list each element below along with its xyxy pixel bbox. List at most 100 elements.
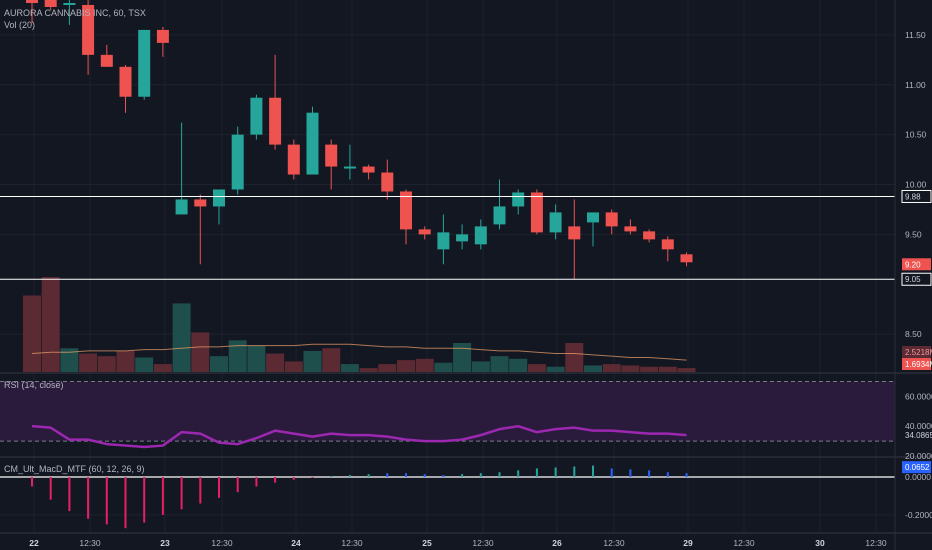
macd-bar xyxy=(218,476,220,498)
time-tick-label: 23 xyxy=(160,538,170,548)
candle[interactable] xyxy=(250,97,263,135)
macd-bar xyxy=(592,465,594,477)
horizontal-lines[interactable] xyxy=(0,195,895,280)
candle[interactable] xyxy=(213,189,225,207)
macd-bar xyxy=(124,476,127,529)
candle[interactable] xyxy=(549,212,562,233)
price-tick-label: 11.50 xyxy=(905,30,926,40)
candle[interactable] xyxy=(306,112,319,175)
macd-legend[interactable]: CM_Ult_MacD_MTF (60, 12, 26, 9) xyxy=(4,464,145,474)
volume-ma-tag: 2.5218M xyxy=(905,348,932,357)
price-axis[interactable]: 11.50 11.00 10.50 10.00 9.50 8.50 60.0000 40.00… xyxy=(901,30,932,520)
macd-bar xyxy=(105,476,108,525)
candle[interactable] xyxy=(26,0,38,3)
rsi-legend[interactable]: RSI (14, close) xyxy=(4,380,64,390)
volume-bar xyxy=(41,277,60,372)
time-tick-label: 30 xyxy=(815,538,825,548)
rsi-tick-label: 40.0000 xyxy=(905,421,932,431)
volume-bar xyxy=(602,364,621,372)
candle[interactable] xyxy=(568,226,581,240)
candle[interactable] xyxy=(530,192,543,233)
candle[interactable] xyxy=(138,29,151,97)
volume-ma-tag-bg xyxy=(902,346,931,358)
candle[interactable] xyxy=(325,144,338,167)
volume-bar xyxy=(415,358,434,372)
candle[interactable] xyxy=(381,172,394,192)
hline-price-tag: 9.05 xyxy=(905,275,921,284)
macd-bar xyxy=(161,476,164,515)
macd-tick-label: -0.2000 xyxy=(905,510,932,520)
candle[interactable] xyxy=(269,97,282,145)
macd-bar xyxy=(442,475,445,477)
candle[interactable] xyxy=(194,199,207,207)
macd-bar xyxy=(68,476,71,512)
symbol-title[interactable]: AURORA CANNABIS INC, 60, TSX xyxy=(4,8,146,18)
macd-value-tag-bg xyxy=(902,461,931,474)
volume-tag-bg xyxy=(902,358,931,370)
volume-ma xyxy=(31,343,687,361)
volume-bar xyxy=(471,361,490,372)
candle[interactable] xyxy=(418,229,431,235)
candle[interactable] xyxy=(63,2,76,5)
candle[interactable] xyxy=(100,54,113,67)
candles[interactable] xyxy=(26,0,693,280)
rsi-band xyxy=(0,380,895,442)
candle[interactable] xyxy=(680,254,693,263)
current-price-tag-bg xyxy=(902,258,931,271)
candle[interactable] xyxy=(400,191,412,230)
volume-legend[interactable]: Vol (20) xyxy=(4,20,36,30)
candle[interactable] xyxy=(175,199,188,215)
hline-price-tag-bg xyxy=(901,272,932,286)
macd-value-tag: 0.0652 xyxy=(905,463,930,472)
candle[interactable] xyxy=(643,231,656,240)
candle[interactable] xyxy=(456,234,469,242)
macd-bar xyxy=(236,476,239,493)
candle[interactable] xyxy=(343,166,356,169)
volume-bar xyxy=(60,348,79,372)
candle[interactable] xyxy=(493,206,506,225)
volume-bar xyxy=(303,350,322,372)
candle[interactable] xyxy=(474,226,487,245)
macd-bar xyxy=(386,473,389,477)
volume-bar xyxy=(565,342,584,372)
macd-bar xyxy=(87,476,90,519)
candle[interactable] xyxy=(362,166,375,173)
candle[interactable] xyxy=(82,4,95,55)
candle[interactable] xyxy=(44,0,57,7)
volume-bar xyxy=(640,366,659,372)
price-tick-label: 10.00 xyxy=(905,180,927,190)
volume-bar xyxy=(340,364,359,372)
candle[interactable] xyxy=(587,212,599,223)
price-tick-label: 8.50 xyxy=(905,329,922,339)
volume-bar xyxy=(658,366,677,372)
candle[interactable] xyxy=(661,239,674,250)
candle[interactable] xyxy=(231,134,244,190)
macd-bar xyxy=(405,473,407,477)
macd-bar xyxy=(666,472,669,477)
macd-bar xyxy=(31,476,33,487)
macd-bar xyxy=(461,474,464,477)
candle[interactable] xyxy=(156,29,169,43)
macd-bar xyxy=(143,476,146,523)
rsi-tick-label: 20.0000 xyxy=(905,451,932,461)
hline-price-tag: 9.88 xyxy=(905,192,921,201)
candle[interactable] xyxy=(605,212,618,227)
volume-bar xyxy=(97,356,116,372)
candle[interactable] xyxy=(512,192,525,207)
volume-bar xyxy=(490,356,509,372)
candle[interactable] xyxy=(287,144,300,175)
candle[interactable] xyxy=(437,232,450,250)
volume-bar xyxy=(135,357,154,372)
candle[interactable] xyxy=(119,66,132,97)
time-axis[interactable]: 22 12:30 23 12:30 24 12:30 25 12:30 26 12:30 29 12:… xyxy=(29,538,887,548)
volume-bar xyxy=(359,368,378,372)
volume-bar xyxy=(266,353,285,372)
time-tick-label: 22 xyxy=(29,538,39,548)
macd-bar xyxy=(311,476,314,478)
time-tick-label: 12:30 xyxy=(341,538,363,548)
candle[interactable] xyxy=(624,226,637,232)
